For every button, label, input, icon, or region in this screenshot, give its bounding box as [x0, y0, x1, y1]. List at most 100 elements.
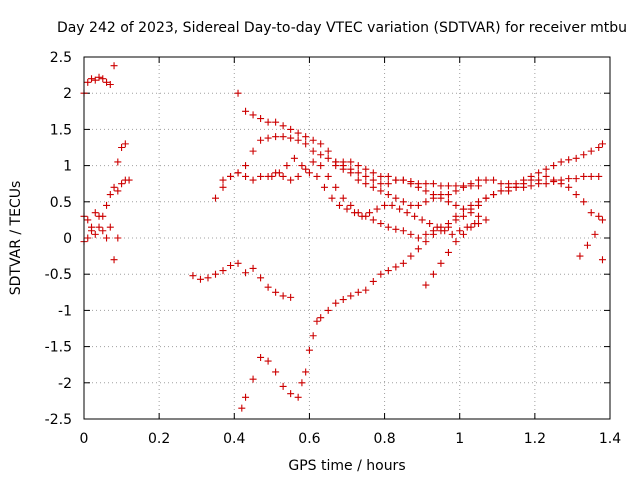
data-point	[587, 172, 595, 180]
data-point	[249, 111, 257, 119]
data-point	[366, 209, 374, 217]
x-tick-label: 0.8	[373, 431, 395, 447]
data-point	[84, 78, 92, 86]
data-point	[212, 270, 219, 278]
data-point	[118, 144, 126, 151]
data-point	[429, 180, 437, 188]
data-point	[242, 162, 250, 170]
data-point	[403, 209, 411, 217]
x-tick-label: 1	[455, 431, 464, 447]
data-point	[550, 178, 558, 186]
data-point	[103, 201, 111, 209]
data-point	[377, 220, 385, 228]
data-point	[272, 118, 280, 126]
data-point	[377, 172, 385, 180]
data-point	[95, 223, 103, 231]
data-point	[275, 169, 283, 177]
x-tick-labels: 0 0.2 0.4 0.6 0.8 1 1.2 1.4	[80, 431, 622, 447]
data-point	[339, 296, 347, 304]
data-point	[302, 140, 310, 148]
data-point	[287, 125, 295, 133]
data-point	[196, 275, 204, 283]
data-point	[305, 169, 313, 177]
data-point	[335, 201, 343, 209]
data-point	[362, 172, 370, 180]
x-tick-label: 0.4	[223, 431, 245, 447]
x-tick-label: 0	[80, 431, 89, 447]
data-point	[114, 234, 122, 242]
data-point	[369, 176, 377, 184]
data-point	[384, 180, 392, 188]
data-point	[279, 133, 287, 141]
data-point	[422, 230, 430, 238]
data-point	[324, 147, 332, 155]
y-tick-label: 1	[63, 159, 72, 175]
data-point	[422, 281, 430, 289]
chart-title: Day 242 of 2023, Sidereal Day-to-day VTE…	[57, 20, 627, 36]
data-point	[362, 165, 370, 173]
data-point	[392, 225, 400, 233]
data-point	[527, 182, 535, 190]
x-tick-label: 1.4	[599, 431, 621, 447]
data-point	[587, 147, 595, 155]
data-point	[369, 183, 377, 191]
data-point	[257, 353, 265, 361]
data-point	[309, 332, 317, 340]
data-point	[106, 191, 114, 199]
data-point	[520, 176, 528, 184]
data-point	[369, 169, 377, 177]
data-point	[302, 165, 310, 173]
data-point	[249, 176, 257, 184]
data-point	[95, 73, 103, 81]
data-point	[302, 133, 310, 141]
data-point	[294, 136, 302, 144]
data-point	[429, 227, 437, 235]
data-point	[279, 122, 287, 130]
data-point	[110, 183, 118, 191]
data-point	[388, 201, 396, 209]
y-tick-label: -1	[58, 303, 72, 319]
data-point	[381, 201, 389, 209]
y-tick-label: 1.5	[50, 122, 72, 138]
data-point	[351, 209, 359, 217]
y-tick-label: -0.5	[45, 267, 72, 283]
data-point	[347, 158, 355, 166]
data-points	[80, 62, 606, 412]
data-point	[576, 252, 584, 260]
data-point	[279, 172, 287, 180]
data-point	[339, 158, 347, 166]
data-point	[598, 216, 606, 224]
data-point	[219, 267, 227, 275]
data-point	[272, 133, 280, 141]
data-point	[557, 158, 565, 166]
data-point	[565, 156, 573, 164]
data-point	[437, 182, 445, 190]
data-point	[444, 248, 452, 256]
data-point	[475, 220, 482, 228]
data-point	[572, 175, 580, 183]
data-point	[467, 201, 475, 209]
data-point	[452, 201, 460, 209]
data-point	[482, 216, 490, 224]
data-point	[565, 175, 573, 183]
data-point	[452, 238, 460, 246]
data-point	[475, 212, 482, 220]
data-point	[332, 299, 340, 307]
data-point	[118, 180, 126, 188]
y-tick-label: 2.5	[50, 50, 72, 66]
data-point	[354, 169, 362, 177]
data-point	[444, 198, 452, 206]
data-point	[287, 176, 295, 184]
data-point	[452, 212, 460, 220]
data-point	[264, 118, 272, 126]
data-point	[384, 191, 392, 199]
data-point	[354, 176, 362, 184]
data-point	[249, 375, 257, 383]
y-tick-label: 2	[63, 86, 72, 102]
data-point	[418, 216, 426, 224]
data-point	[354, 162, 362, 170]
data-point	[373, 205, 381, 213]
data-point	[347, 201, 355, 209]
data-point	[384, 267, 392, 275]
data-point	[407, 201, 415, 209]
